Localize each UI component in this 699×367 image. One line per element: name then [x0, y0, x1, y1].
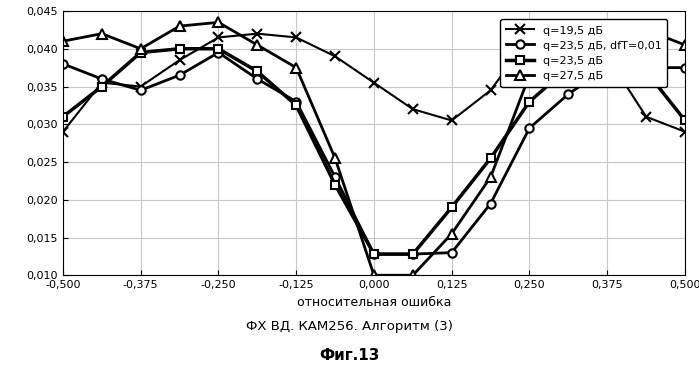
Line: q=23,5 дБ: q=23,5 дБ	[59, 45, 689, 258]
q=23,5 дБ	[409, 252, 417, 256]
q=23,5 дБ, dfT=0,01	[564, 92, 572, 96]
q=23,5 дБ, dfT=0,01	[642, 65, 650, 70]
q=27,5 дБ	[370, 273, 378, 277]
q=19,5 дБ	[681, 130, 689, 134]
q=23,5 дБ	[175, 47, 184, 51]
q=23,5 дБ, dfT=0,01	[409, 252, 417, 256]
q=27,5 дБ	[215, 20, 223, 25]
q=23,5 дБ	[526, 99, 534, 104]
q=19,5 дБ	[292, 35, 301, 40]
q=23,5 дБ, dfT=0,01	[447, 250, 456, 255]
q=23,5 дБ, dfT=0,01	[487, 201, 495, 206]
q=23,5 дБ, dfT=0,01	[98, 77, 106, 81]
Legend: q=19,5 дБ, q=23,5 дБ, dfT=0,01, q=23,5 дБ, q=27,5 дБ: q=19,5 дБ, q=23,5 дБ, dfT=0,01, q=23,5 д…	[500, 19, 667, 87]
q=27,5 дБ	[603, 32, 612, 36]
q=19,5 дБ	[370, 80, 378, 85]
q=23,5 дБ, dfT=0,01	[59, 62, 67, 66]
q=27,5 дБ	[331, 156, 339, 160]
q=19,5 дБ	[487, 88, 495, 92]
q=23,5 дБ	[642, 69, 650, 74]
q=27,5 дБ	[681, 43, 689, 47]
q=19,5 дБ	[331, 54, 339, 58]
q=19,5 дБ	[603, 54, 612, 58]
q=23,5 дБ	[603, 50, 612, 55]
q=23,5 дБ, dfT=0,01	[331, 175, 339, 179]
Line: q=27,5 дБ: q=27,5 дБ	[58, 18, 690, 280]
q=23,5 дБ, dfT=0,01	[175, 73, 184, 77]
q=23,5 дБ, dfT=0,01	[215, 50, 223, 55]
q=27,5 дБ	[59, 39, 67, 43]
q=27,5 дБ	[98, 32, 106, 36]
q=27,5 дБ	[409, 273, 417, 277]
q=23,5 дБ, dfT=0,01	[253, 77, 261, 81]
q=19,5 дБ	[447, 118, 456, 123]
q=19,5 дБ	[98, 80, 106, 85]
Text: ФХ ВД. КАМ256. Алгоритм (3): ФХ ВД. КАМ256. Алгоритм (3)	[246, 320, 453, 333]
q=19,5 дБ	[564, 32, 572, 36]
q=27,5 дБ	[136, 47, 145, 51]
q=23,5 дБ	[253, 69, 261, 74]
q=19,5 дБ	[215, 35, 223, 40]
q=23,5 дБ, dfT=0,01	[370, 252, 378, 256]
q=27,5 дБ	[642, 28, 650, 32]
q=19,5 дБ	[175, 58, 184, 62]
q=19,5 дБ	[253, 32, 261, 36]
Line: q=23,5 дБ, dfT=0,01: q=23,5 дБ, dfT=0,01	[59, 48, 689, 258]
q=23,5 дБ	[292, 103, 301, 108]
Line: q=19,5 дБ: q=19,5 дБ	[58, 29, 690, 137]
Text: Фиг.13: Фиг.13	[319, 348, 380, 363]
q=27,5 дБ	[487, 175, 495, 179]
q=27,5 дБ	[526, 73, 534, 77]
q=23,5 дБ, dfT=0,01	[681, 65, 689, 70]
q=19,5 дБ	[136, 84, 145, 89]
q=19,5 дБ	[409, 107, 417, 111]
q=19,5 дБ	[59, 130, 67, 134]
q=27,5 дБ	[253, 43, 261, 47]
q=23,5 дБ	[681, 118, 689, 123]
q=23,5 дБ	[564, 65, 572, 70]
q=23,5 дБ	[98, 84, 106, 89]
q=27,5 дБ	[564, 43, 572, 47]
q=23,5 дБ	[215, 47, 223, 51]
q=27,5 дБ	[175, 24, 184, 28]
q=23,5 дБ, dfT=0,01	[292, 99, 301, 104]
q=23,5 дБ, dfT=0,01	[136, 88, 145, 92]
q=23,5 дБ, dfT=0,01	[526, 126, 534, 130]
q=23,5 дБ	[331, 182, 339, 187]
q=27,5 дБ	[447, 232, 456, 236]
q=23,5 дБ	[447, 205, 456, 210]
q=23,5 дБ	[136, 50, 145, 55]
q=23,5 дБ, dfT=0,01	[603, 65, 612, 70]
q=23,5 дБ	[487, 156, 495, 160]
q=23,5 дБ	[59, 115, 67, 119]
X-axis label: относительная ошибка: относительная ошибка	[297, 296, 451, 309]
q=27,5 дБ	[292, 65, 301, 70]
q=19,5 дБ	[526, 35, 534, 40]
q=19,5 дБ	[642, 115, 650, 119]
q=23,5 дБ	[370, 252, 378, 256]
